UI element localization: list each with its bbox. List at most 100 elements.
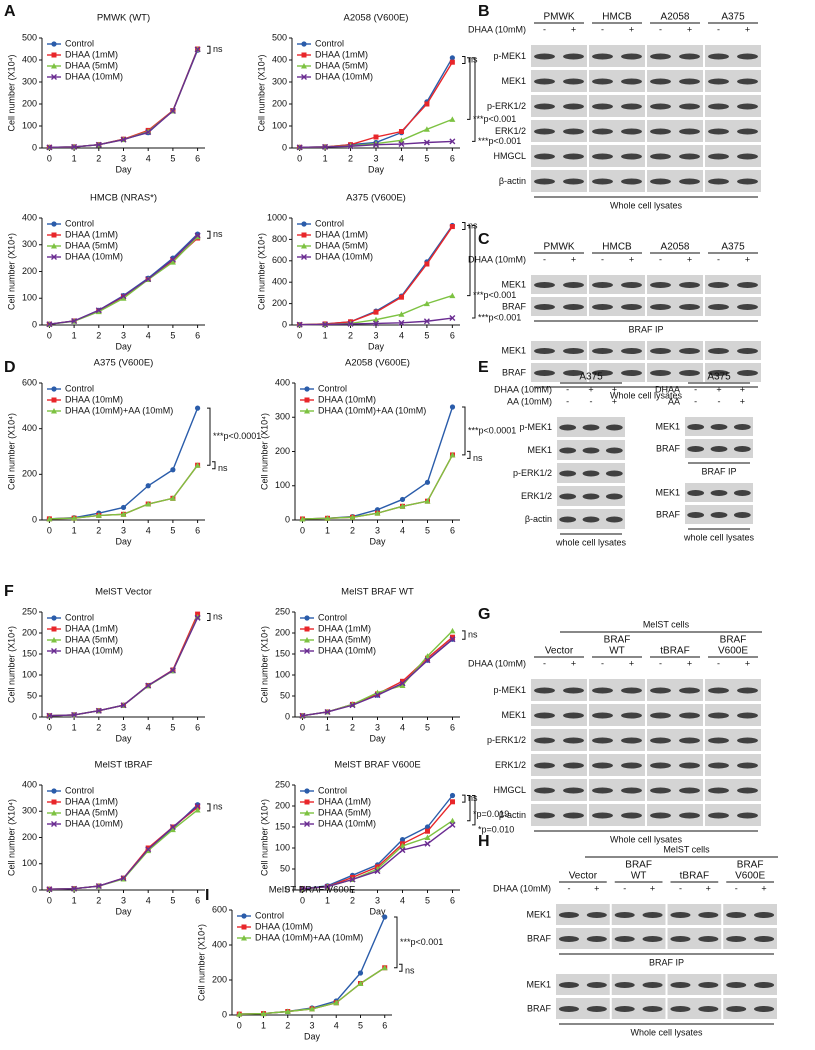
y-tick-label: 0	[222, 1009, 227, 1019]
marker	[120, 295, 127, 301]
blot-strip	[723, 974, 777, 995]
legend-label: DHAA (10mM)	[65, 251, 123, 261]
blot-strip	[647, 70, 703, 92]
band	[582, 470, 600, 477]
band	[621, 178, 642, 185]
panel-label: C	[478, 231, 490, 248]
blot-strip	[556, 928, 610, 949]
x-tick-label: 2	[285, 1020, 290, 1030]
x-tick-label: 1	[72, 525, 77, 535]
x-tick-label: 0	[47, 895, 52, 905]
blot-strip	[705, 341, 761, 360]
annotation: ns	[473, 453, 483, 463]
group-label: Vector	[545, 646, 574, 657]
x-tick-label: 3	[373, 153, 378, 163]
marker	[304, 637, 310, 643]
legend-label: DHAA (5mM)	[65, 240, 118, 250]
chart-title: HMCB (NRAS*)	[90, 193, 157, 204]
band	[563, 712, 584, 719]
row-label: ERK1/2	[495, 760, 526, 770]
band	[737, 78, 758, 85]
x-tick-label: 5	[358, 1020, 363, 1030]
x-tick-label: 6	[450, 722, 455, 732]
x-tick-label: 6	[195, 722, 200, 732]
band	[679, 53, 700, 60]
blot-strip	[531, 754, 587, 776]
band	[592, 687, 613, 694]
marker	[399, 682, 406, 688]
band	[614, 912, 635, 918]
row-label: BRAF	[656, 509, 681, 519]
treatment-label: DHAA (10mM)	[468, 24, 526, 34]
band	[582, 424, 600, 431]
marker	[51, 41, 57, 47]
band	[534, 787, 555, 794]
legend-label: DHAA (5mM)	[318, 807, 371, 817]
x-tick-label: 3	[373, 330, 378, 340]
band	[708, 153, 729, 160]
group-label: A375	[579, 372, 603, 383]
x-tick-label: 6	[382, 1020, 387, 1030]
blot-strip	[647, 804, 703, 826]
band	[698, 1006, 719, 1012]
band	[582, 516, 600, 523]
x-tick-label: 5	[170, 895, 175, 905]
marker	[424, 479, 431, 485]
x-tick-label: 6	[450, 153, 455, 163]
blot-strip	[705, 704, 761, 726]
row-label: p-MEK1	[493, 51, 526, 61]
legend-label: Control	[65, 218, 94, 228]
marker	[299, 712, 306, 719]
marker	[71, 885, 78, 892]
marker	[71, 317, 78, 324]
band	[563, 762, 584, 769]
annotation: ns	[213, 611, 223, 621]
band	[534, 304, 555, 310]
legend-label: DHAA (10mM)	[318, 394, 376, 404]
group-label: HMCB	[602, 242, 632, 253]
marker	[449, 821, 456, 828]
band	[726, 912, 747, 918]
row-label: p-MEK1	[519, 422, 552, 432]
blot-strip	[647, 95, 703, 117]
y-tick-label: 200	[22, 469, 37, 479]
row-label: BRAF	[527, 1003, 552, 1013]
marker	[398, 141, 405, 148]
blot-strip	[705, 70, 761, 92]
blot-strip	[667, 904, 722, 925]
chart-title: MelST Vector	[95, 587, 152, 598]
treatment-sign: -	[659, 254, 662, 264]
treatment-sign: -	[679, 883, 682, 893]
blot-strip	[723, 928, 777, 949]
band	[698, 912, 719, 918]
treatment-sign: +	[612, 384, 617, 394]
row-label: BRAF	[527, 933, 552, 943]
band	[592, 178, 613, 185]
row-label: MEK1	[501, 279, 526, 289]
significance-bracket	[462, 222, 466, 231]
y-axis-label: Cell number (X10⁴)	[256, 233, 266, 310]
marker	[46, 321, 53, 328]
marker	[170, 467, 176, 473]
group-label: V600E	[718, 646, 748, 657]
marker	[194, 614, 201, 621]
blot-strip	[556, 904, 610, 925]
y-tick-label: 800	[272, 234, 287, 244]
marker	[357, 980, 364, 986]
row-label: HMGCL	[493, 785, 526, 795]
treatment-sign: -	[659, 658, 662, 668]
series-line	[49, 407, 199, 520]
band	[621, 787, 642, 794]
blot-strip	[705, 779, 761, 801]
legend-label: DHAA (5mM)	[318, 634, 371, 644]
marker	[449, 627, 456, 634]
x-tick-label: 6	[450, 525, 455, 535]
marker	[51, 821, 57, 827]
row-label: p-MEK1	[493, 685, 526, 695]
band	[592, 812, 613, 819]
band	[708, 812, 729, 819]
band	[710, 490, 728, 496]
marker	[449, 59, 455, 65]
panel-label: H	[478, 833, 490, 850]
marker	[46, 886, 53, 893]
